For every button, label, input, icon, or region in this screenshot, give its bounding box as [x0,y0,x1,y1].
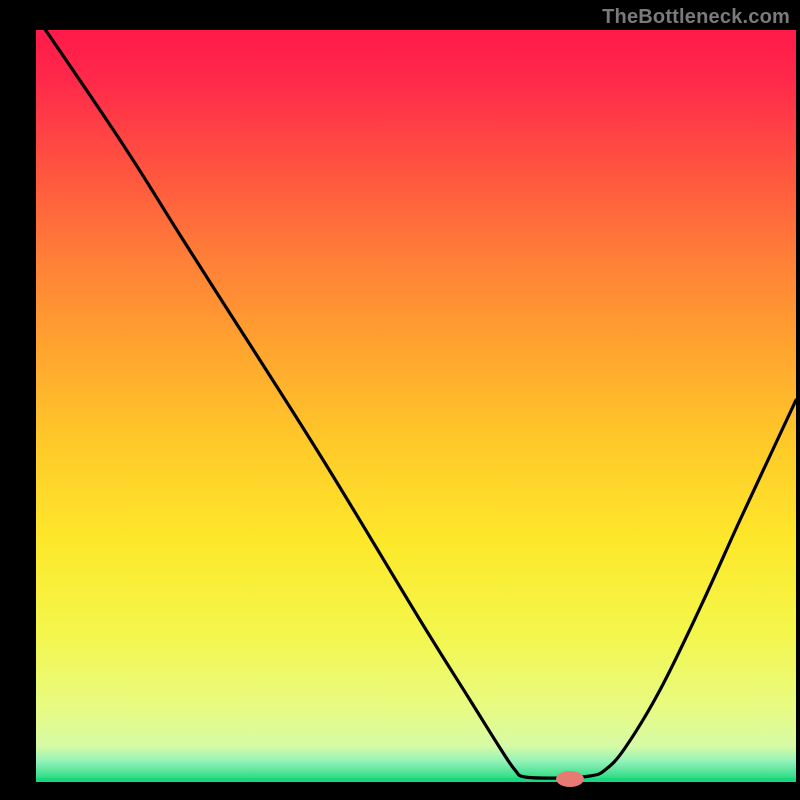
chart-bottom-band [36,778,796,782]
bottleneck-chart: TheBottleneck.com [0,0,800,800]
watermark-text: TheBottleneck.com [602,6,790,29]
optimal-point-marker [556,771,584,787]
chart-background-gradient [36,30,796,780]
chart-svg [0,0,800,800]
